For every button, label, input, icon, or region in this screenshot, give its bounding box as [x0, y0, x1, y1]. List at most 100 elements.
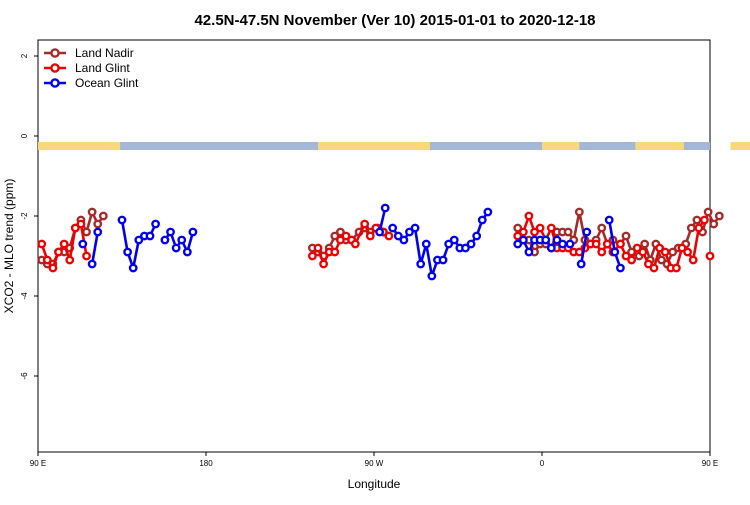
data-point-ocean-glint-2-1 [123, 247, 133, 257]
data-point-land-glint-2-6 [546, 223, 556, 233]
data-point-ocean-glint-5-11 [449, 235, 459, 245]
data-point-ocean-glint-6-1 [518, 235, 528, 245]
land-ocean-band [38, 142, 750, 150]
series-line-ocean-glint-1 [90, 231, 100, 265]
data-point-ocean-glint-9-2 [616, 263, 625, 273]
data-point-ocean-glint-5-3 [405, 227, 414, 237]
data-point-land-glint-1-4 [330, 247, 340, 257]
data-point-ocean-glint-5-16 [477, 215, 487, 225]
y-tick-label-1: 0 [20, 133, 29, 138]
data-point-land-glint-0-8 [82, 251, 91, 261]
data-point-land-glint-0-3 [54, 247, 63, 257]
data-point-land-glint-1-13 [384, 231, 394, 241]
data-point-land-glint-2-23 [644, 259, 653, 269]
data-point-land-glint-2-22 [638, 247, 648, 257]
data-point-land-nadir-2-35 [714, 211, 724, 221]
data-point-ocean-glint-3-5 [188, 227, 198, 237]
x-tick-label-0: 90 E [30, 459, 46, 468]
data-point-land-glint-3-0 [705, 251, 715, 261]
legend-label-land-nadir: Land Nadir [75, 46, 134, 60]
data-point-land-glint-2-0 [513, 231, 523, 241]
data-point-land-nadir-1-5 [335, 227, 345, 237]
data-point-land-glint-0-1 [42, 255, 52, 265]
data-point-land-glint-2-25 [655, 243, 664, 253]
data-point-land-glint-1-9 [360, 219, 370, 229]
x-tick-label-2: 90 W [365, 459, 384, 468]
data-point-land-glint-0-4 [59, 239, 69, 249]
data-point-land-nadir-2-25 [657, 255, 666, 265]
data-point-land-glint-2-31 [688, 255, 698, 265]
land-band-segment-1 [318, 142, 430, 150]
legend-item-ocean-glint: Ocean Glint [44, 76, 139, 90]
data-point-land-glint-2-1 [518, 227, 528, 237]
data-point-ocean-glint-5-4 [410, 223, 420, 233]
data-point-land-nadir-0-8 [82, 227, 91, 237]
data-point-land-glint-1-8 [350, 239, 360, 249]
y-axis-label: XCO2 - MLO trend (ppm) [2, 179, 16, 314]
data-point-land-nadir-0-11 [98, 211, 108, 221]
data-point-land-glint-1-2 [319, 259, 328, 269]
land-band-segment-0 [38, 142, 121, 150]
data-point-land-glint-2-21 [632, 243, 642, 253]
data-point-ocean-glint-3-0 [160, 235, 170, 245]
data-point-land-glint-2-18 [616, 239, 625, 249]
data-point-ocean-glint-8-1 [582, 227, 592, 237]
data-point-ocean-glint-2-0 [117, 215, 127, 225]
data-point-ocean-glint-7-0 [565, 239, 575, 249]
x-tick-label-3: 0 [540, 459, 545, 468]
legend-item-land-nadir: Land Nadir [44, 46, 134, 60]
legend-marker-land-glint [50, 63, 60, 73]
data-point-land-nadir-2-33 [703, 207, 713, 217]
data-point-land-glint-2-30 [683, 247, 692, 257]
y-tick-label-4: -6 [20, 372, 29, 380]
data-point-land-glint-1-10 [365, 231, 375, 241]
data-point-land-glint-2-32 [694, 223, 704, 233]
data-point-land-nadir-0-9 [87, 207, 97, 217]
data-point-ocean-glint-3-4 [182, 247, 192, 257]
data-point-land-glint-2-2 [524, 211, 534, 221]
data-point-ocean-glint-3-3 [177, 235, 187, 245]
data-point-land-nadir-2-9 [563, 227, 573, 237]
data-point-ocean-glint-4-0 [375, 227, 384, 237]
data-point-ocean-glint-5-1 [393, 231, 403, 241]
data-point-ocean-glint-5-7 [427, 271, 437, 281]
data-point-ocean-glint-5-10 [444, 239, 454, 249]
data-point-land-glint-2-4 [535, 223, 545, 233]
data-point-land-glint-2-3 [530, 227, 539, 237]
data-point-land-glint-2-15 [597, 247, 607, 257]
data-point-land-glint-0-0 [37, 239, 47, 249]
data-point-ocean-glint-6-8 [558, 239, 567, 249]
data-point-ocean-glint-2-6 [151, 219, 161, 229]
data-point-land-nadir-2-31 [692, 215, 702, 225]
data-point-ocean-glint-5-15 [472, 231, 482, 241]
data-point-ocean-glint-5-0 [388, 223, 398, 233]
data-point-land-nadir-2-22 [640, 239, 650, 249]
legend-marker-land-nadir [50, 48, 60, 58]
data-point-ocean-glint-4-1 [380, 203, 390, 213]
chart-title: 42.5N-47.5N November (Ver 10) 2015-01-01… [194, 12, 595, 29]
data-point-land-glint-2-20 [627, 255, 636, 265]
y-tick-label-2: -2 [20, 212, 29, 220]
data-point-ocean-glint-6-0 [513, 239, 523, 249]
land-band-segment-4 [730, 142, 750, 150]
series-land-glint [37, 211, 715, 273]
data-point-ocean-glint-1-0 [87, 259, 97, 269]
data-point-land-glint-2-14 [591, 239, 601, 249]
x-tick-label-4: 90 E [702, 459, 718, 468]
x-axis-label: Longitude [348, 477, 401, 491]
data-point-ocean-glint-9-1 [610, 247, 620, 257]
data-point-land-glint-2-33 [700, 215, 709, 225]
data-point-land-nadir-2-11 [574, 207, 584, 217]
data-point-ocean-glint-3-2 [171, 243, 181, 253]
land-band-segment-2 [542, 142, 580, 150]
series-layer [37, 203, 724, 281]
data-point-ocean-glint-2-3 [134, 235, 144, 245]
data-point-ocean-glint-5-13 [461, 243, 470, 253]
data-point-land-glint-1-5 [335, 235, 345, 245]
data-point-ocean-glint-0-0 [78, 239, 88, 249]
data-point-land-glint-2-29 [677, 243, 687, 253]
data-point-ocean-glint-2-2 [128, 263, 138, 273]
